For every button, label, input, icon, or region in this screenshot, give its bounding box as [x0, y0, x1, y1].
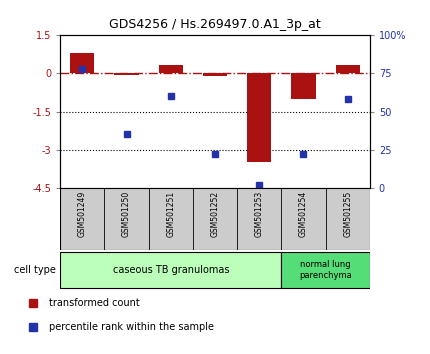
Text: GSM501249: GSM501249 — [78, 191, 87, 237]
Text: percentile rank within the sample: percentile rank within the sample — [49, 322, 214, 332]
Bar — [114, 73, 139, 75]
Text: GSM501252: GSM501252 — [211, 191, 219, 237]
Text: transformed count: transformed count — [49, 298, 140, 308]
Bar — [335, 64, 360, 73]
Text: normal lung
parenchyma: normal lung parenchyma — [299, 260, 352, 280]
Text: GSM501251: GSM501251 — [166, 191, 175, 237]
Text: GSM501255: GSM501255 — [343, 191, 352, 237]
Bar — [203, 73, 227, 76]
Bar — [291, 73, 316, 99]
Text: GSM501254: GSM501254 — [299, 191, 308, 237]
Text: GSM501250: GSM501250 — [122, 191, 131, 237]
FancyBboxPatch shape — [60, 252, 281, 288]
FancyBboxPatch shape — [281, 252, 370, 288]
FancyBboxPatch shape — [60, 188, 370, 250]
Text: cell type: cell type — [14, 265, 56, 275]
Text: caseous TB granulomas: caseous TB granulomas — [113, 265, 229, 275]
Text: GSM501253: GSM501253 — [255, 191, 264, 237]
Title: GDS4256 / Hs.269497.0.A1_3p_at: GDS4256 / Hs.269497.0.A1_3p_at — [109, 18, 321, 32]
Bar — [159, 64, 183, 73]
Bar — [70, 53, 95, 73]
Bar — [247, 73, 271, 162]
